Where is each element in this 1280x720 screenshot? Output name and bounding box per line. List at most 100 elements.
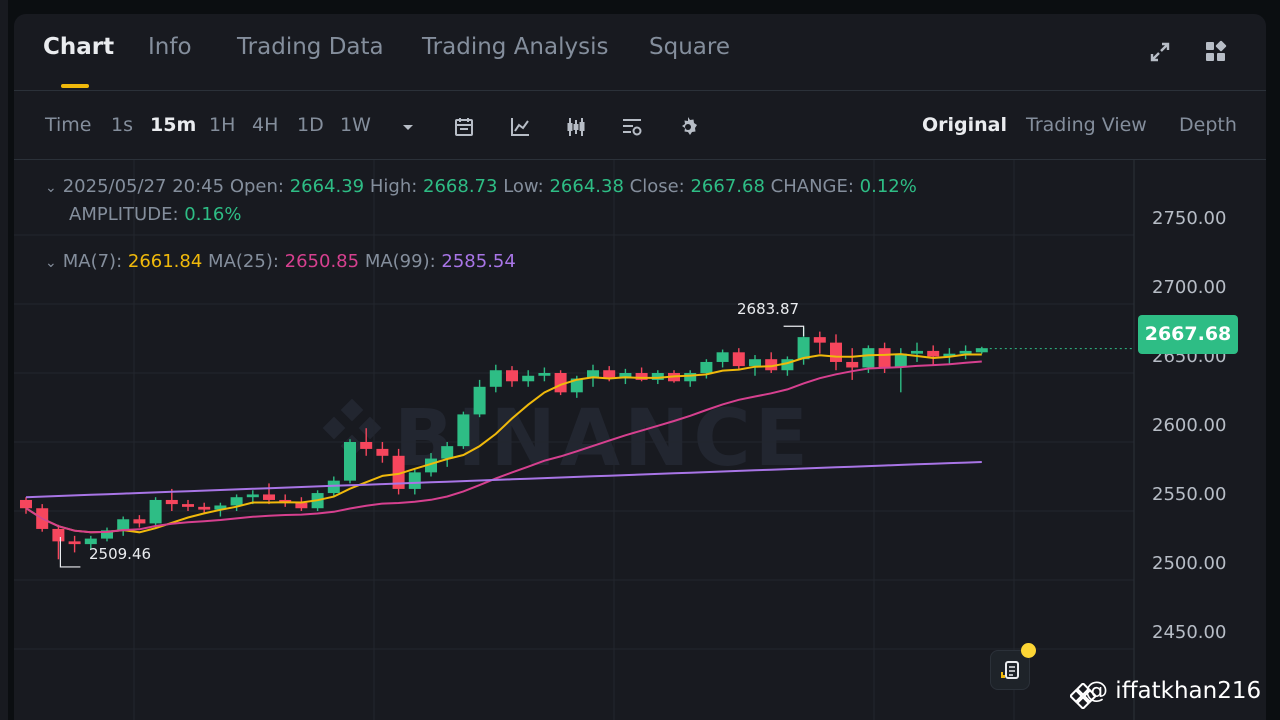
ma-line: ⌄ MA(7): 2661.84 MA(25): 2650.85 MA(99): … xyxy=(45,251,516,272)
candle-body xyxy=(392,455,405,489)
low-value: 2664.38 xyxy=(549,176,624,197)
candle-body xyxy=(570,378,583,393)
ma99-value: 2585.54 xyxy=(441,251,516,272)
ohlc-datetime: 2025/05/27 20:45 xyxy=(62,176,225,197)
change-label: CHANGE: xyxy=(770,176,854,197)
binance-square-logo-icon xyxy=(1070,683,1096,709)
candle-body xyxy=(700,361,713,373)
candle-body xyxy=(84,538,97,545)
candle-body xyxy=(538,373,551,376)
change-value: 0.12% xyxy=(859,176,917,197)
candle-body xyxy=(732,352,745,367)
calendar-icon[interactable] xyxy=(452,115,476,139)
candle-body xyxy=(765,359,778,371)
candle-body xyxy=(781,359,794,371)
candle-body xyxy=(878,348,891,368)
candle-body xyxy=(263,494,275,500)
candle-body xyxy=(360,442,373,449)
layout-grid-icon[interactable] xyxy=(1204,40,1228,64)
candle-body xyxy=(165,499,178,505)
fullscreen-icon[interactable] xyxy=(1148,40,1172,64)
candle-body xyxy=(376,448,389,456)
tab-chart[interactable]: Chart xyxy=(43,34,115,60)
collapse-ohlc-icon[interactable]: ⌄ xyxy=(45,180,57,196)
candle-body xyxy=(182,504,194,507)
ma25-line xyxy=(25,360,982,534)
ma25-label: MA(25): xyxy=(208,251,279,272)
amplitude-value: 0.16% xyxy=(184,204,242,225)
interval-1w[interactable]: 1W xyxy=(340,114,371,136)
interval-1d[interactable]: 1D xyxy=(297,114,324,136)
tab-trading-analysis[interactable]: Trading Analysis xyxy=(422,34,609,60)
candlestick-chart[interactable] xyxy=(14,160,1266,720)
chart-toolbar: Time 1s 15m 1H 4H 1D 1W xyxy=(14,92,1266,160)
candle-body xyxy=(473,386,486,415)
tab-info[interactable]: Info xyxy=(148,34,192,60)
close-label: Close: xyxy=(629,176,685,197)
ohlc-line: ⌄ 2025/05/27 20:45 Open: 2664.39 High: 26… xyxy=(45,176,917,197)
time-label: Time xyxy=(45,114,92,136)
candle-body xyxy=(635,373,648,380)
candle-body xyxy=(651,373,664,380)
ma99-label: MA(99): xyxy=(364,251,436,272)
settings-icon[interactable] xyxy=(676,115,700,139)
y-tick-label: 2600.00 xyxy=(1152,415,1227,436)
candle-body xyxy=(246,494,259,498)
interval-4h[interactable]: 4H xyxy=(252,114,279,136)
candle-body xyxy=(506,370,518,382)
high-value: 2668.73 xyxy=(423,176,498,197)
author-handle: @ iffatkhan216 xyxy=(1085,678,1262,704)
y-tick-label: 2550.00 xyxy=(1152,484,1227,505)
interval-15m[interactable]: 15m xyxy=(150,114,197,136)
low-marker-line xyxy=(59,536,81,568)
interval-1h[interactable]: 1H xyxy=(209,114,236,136)
candle-body xyxy=(603,370,616,379)
tab-trading-data[interactable]: Trading Data xyxy=(237,34,384,60)
tab-square[interactable]: Square xyxy=(649,34,730,60)
candle-body xyxy=(911,350,923,354)
candle-body xyxy=(959,350,972,354)
view-original[interactable]: Original xyxy=(922,114,1008,136)
candle-body xyxy=(619,373,632,379)
candle-body xyxy=(457,414,470,447)
candle-body xyxy=(554,373,567,393)
candle-body xyxy=(101,530,113,539)
candle-body xyxy=(894,353,907,368)
y-tick-label: 2750.00 xyxy=(1152,208,1227,229)
candle-body xyxy=(846,361,859,368)
candle-body xyxy=(522,375,535,382)
view-trading-view[interactable]: Trading View xyxy=(1026,114,1147,136)
ma7-line xyxy=(25,353,982,534)
candle-body xyxy=(408,472,421,489)
high-marker-label: 2683.87 xyxy=(737,300,800,318)
candle-body xyxy=(749,359,761,367)
candle-body xyxy=(68,541,81,545)
close-value: 2667.68 xyxy=(690,176,765,197)
template-icon[interactable] xyxy=(620,115,644,139)
y-tick-label: 2500.00 xyxy=(1152,553,1227,574)
view-depth[interactable]: Depth xyxy=(1179,114,1237,136)
candle-type-icon[interactable] xyxy=(564,115,588,139)
candle-body xyxy=(489,370,502,387)
candle-body xyxy=(813,337,826,343)
interval-1s[interactable]: 1s xyxy=(111,114,133,136)
window-top-strip xyxy=(0,0,1280,10)
high-marker-line xyxy=(783,325,805,337)
candle-body xyxy=(327,480,340,494)
candle-body xyxy=(20,499,32,509)
candle-body xyxy=(149,499,162,524)
candle-body xyxy=(214,505,227,510)
amplitude-line: AMPLITUDE: 0.16% xyxy=(69,204,241,225)
collapse-ma-icon[interactable]: ⌄ xyxy=(45,255,57,271)
y-tick-label: 2700.00 xyxy=(1152,277,1227,298)
candle-body xyxy=(943,353,956,357)
interval-dropdown-icon[interactable] xyxy=(396,115,420,139)
candle-body xyxy=(230,497,243,506)
candle-body xyxy=(975,348,988,353)
candle-body xyxy=(117,519,130,531)
candle-body xyxy=(862,348,875,368)
candle-body xyxy=(344,442,356,481)
ma7-value: 2661.84 xyxy=(127,251,203,272)
amplitude-label: AMPLITUDE: xyxy=(69,204,179,225)
indicator-icon[interactable] xyxy=(508,115,532,139)
